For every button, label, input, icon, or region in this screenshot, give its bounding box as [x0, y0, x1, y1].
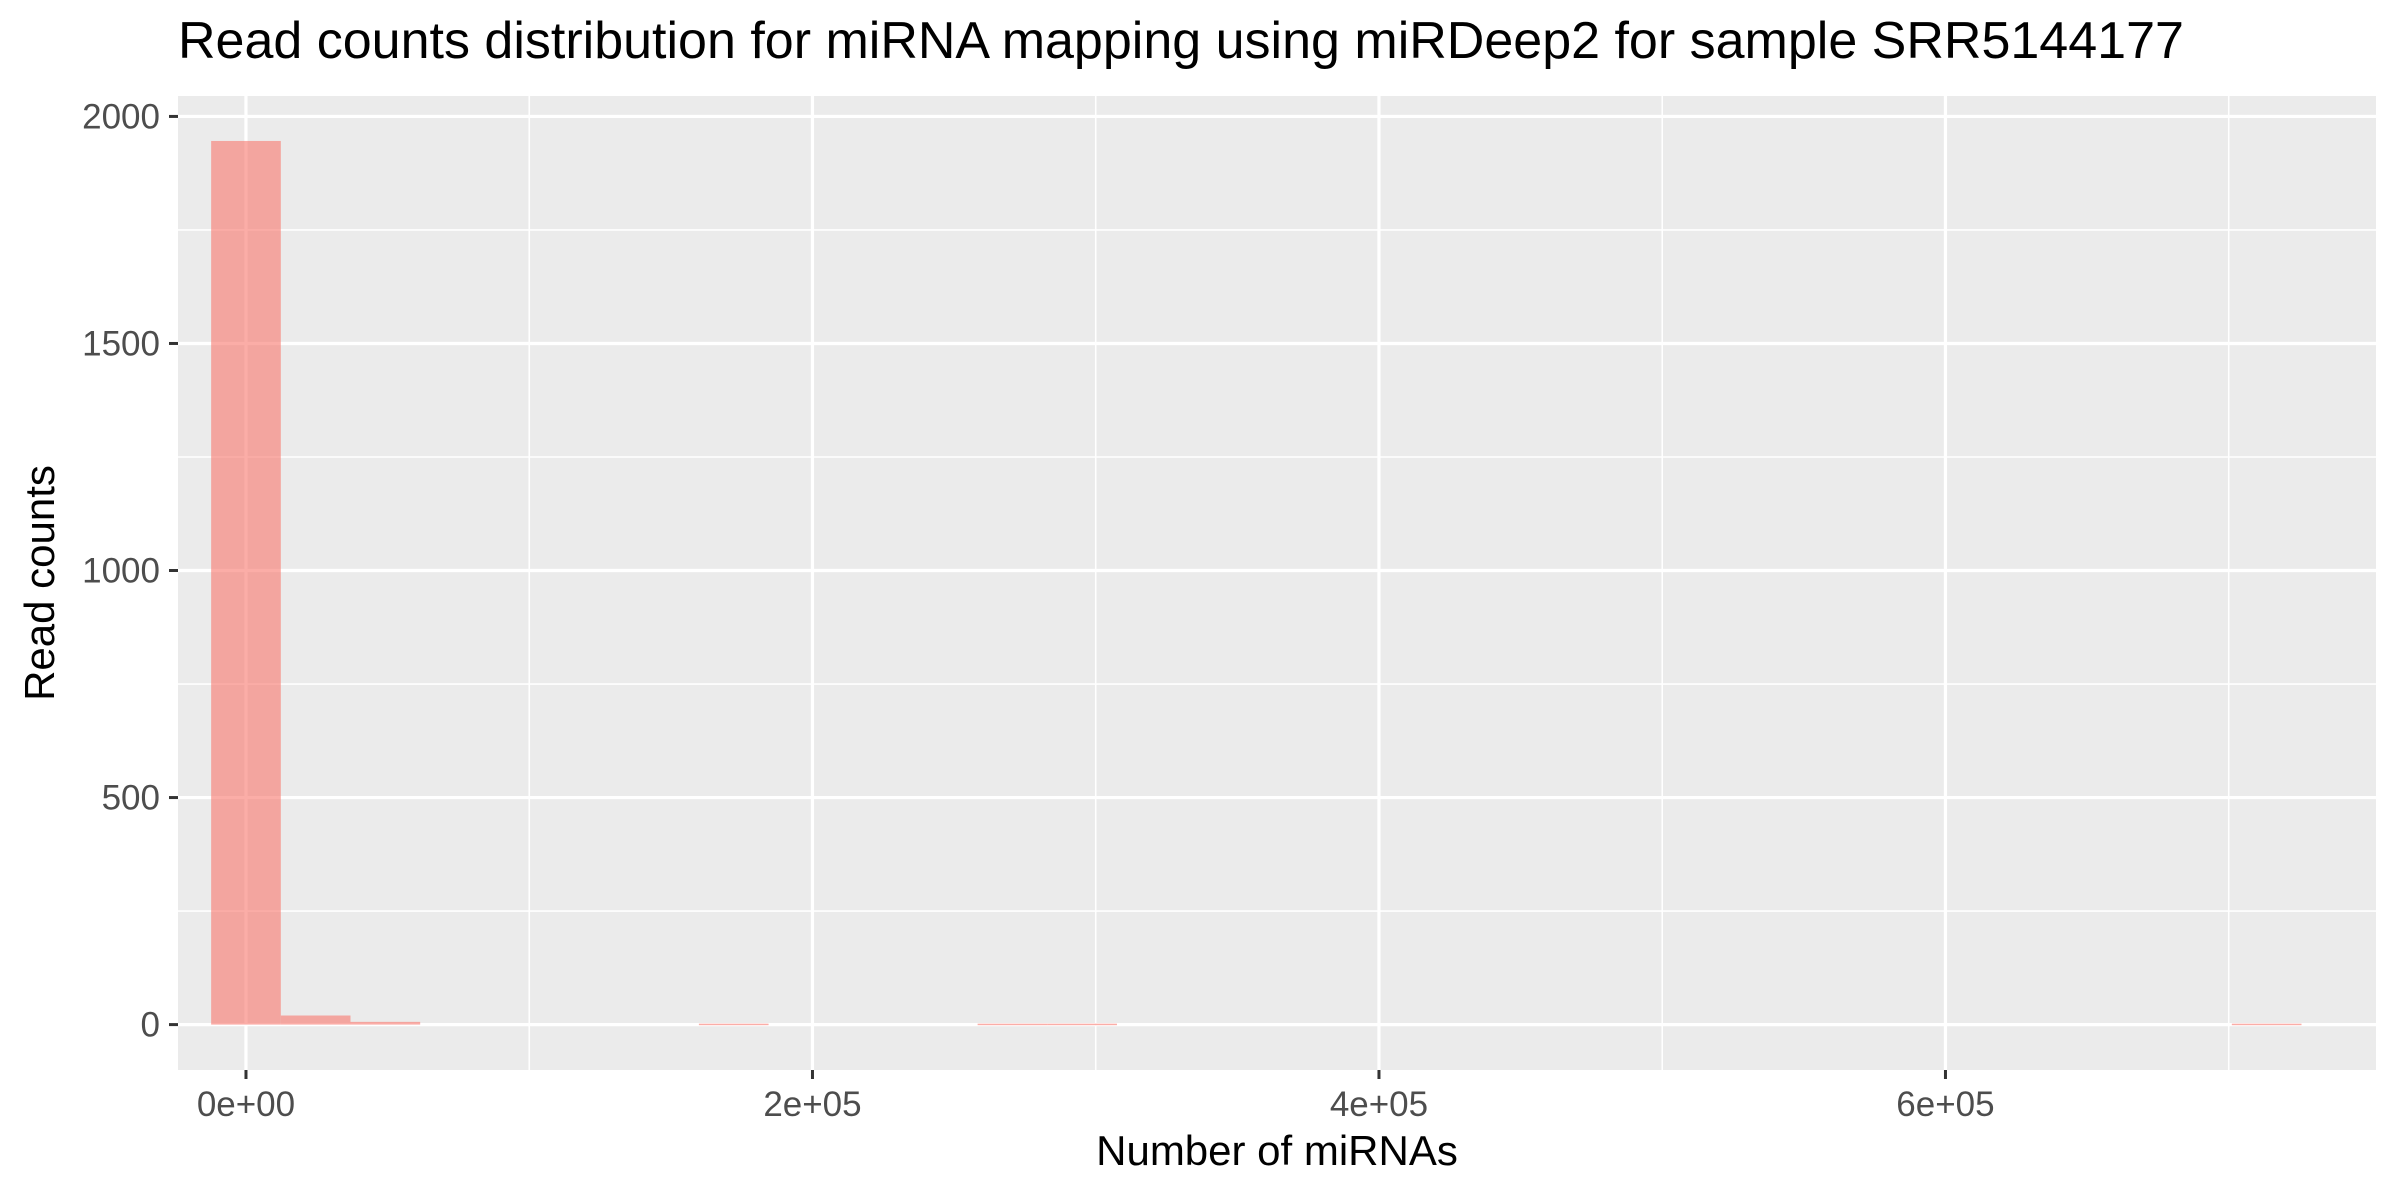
y-axis: 0 500 1000 1500 2000 — [82, 97, 178, 1045]
y-tick-label: 500 — [102, 779, 160, 818]
histogram-bar — [280, 1015, 351, 1025]
y-tick-label: 1500 — [82, 324, 160, 363]
histogram-bar — [977, 1023, 1048, 1026]
x-tick-label: 4e+05 — [1330, 1085, 1428, 1124]
y-axis-title: Read counts — [16, 465, 63, 701]
histogram-bar — [211, 140, 281, 1025]
histogram-bar — [350, 1021, 421, 1025]
y-tick-label: 2000 — [82, 97, 160, 136]
x-tick-label: 2e+05 — [763, 1085, 861, 1124]
histogram-bar — [1047, 1023, 1117, 1026]
histogram-bar — [2231, 1023, 2302, 1026]
x-axis: 0e+00 2e+05 4e+05 6e+05 — [197, 1070, 1995, 1124]
plot-panel — [178, 96, 2376, 1070]
y-tick-label: 0 — [141, 1006, 160, 1045]
chart-title: Read counts distribution for miRNA mappi… — [178, 12, 2184, 70]
x-tick-label: 6e+05 — [1896, 1085, 1994, 1124]
minor-gridlines — [178, 96, 2376, 1070]
histogram-bar — [698, 1023, 769, 1026]
x-axis-title: Number of miRNAs — [1096, 1127, 1458, 1174]
x-tick-label: 0e+00 — [197, 1085, 295, 1124]
histogram-bars — [211, 140, 2302, 1026]
y-tick-label: 1000 — [82, 552, 160, 591]
